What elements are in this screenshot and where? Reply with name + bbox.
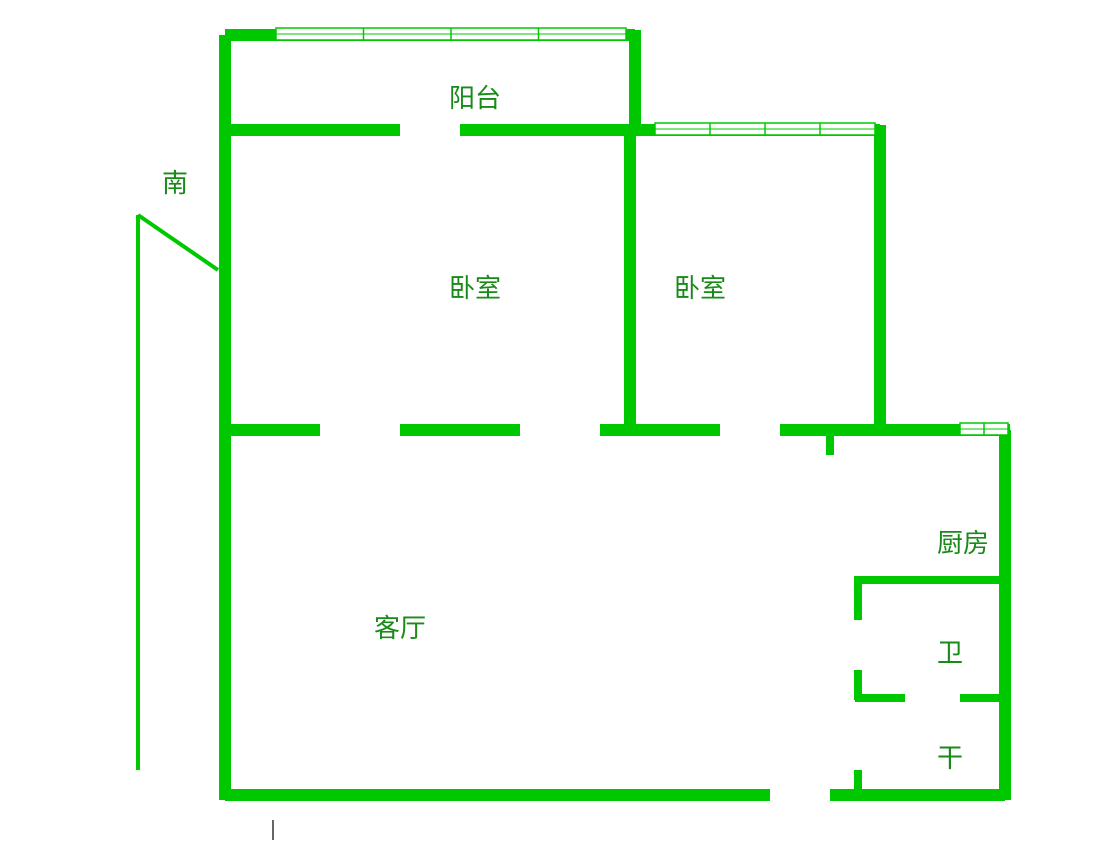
compass-label: 南	[162, 168, 188, 198]
window-0	[276, 28, 626, 40]
room-label-4: 厨房	[937, 528, 989, 558]
floor-plan-diagram: 南 阳台卧室 卧室客厅 厨房卫干	[0, 0, 1108, 856]
room-label-2: 卧室	[674, 273, 726, 303]
window-2	[960, 423, 1008, 435]
room-label-5: 卫	[937, 638, 963, 668]
room-label-3: 客厅	[374, 613, 426, 643]
window-1	[655, 123, 875, 135]
room-label-1: 卧室	[449, 273, 501, 303]
room-label-0: 阳台	[449, 83, 501, 113]
room-label-6: 干	[937, 743, 963, 773]
